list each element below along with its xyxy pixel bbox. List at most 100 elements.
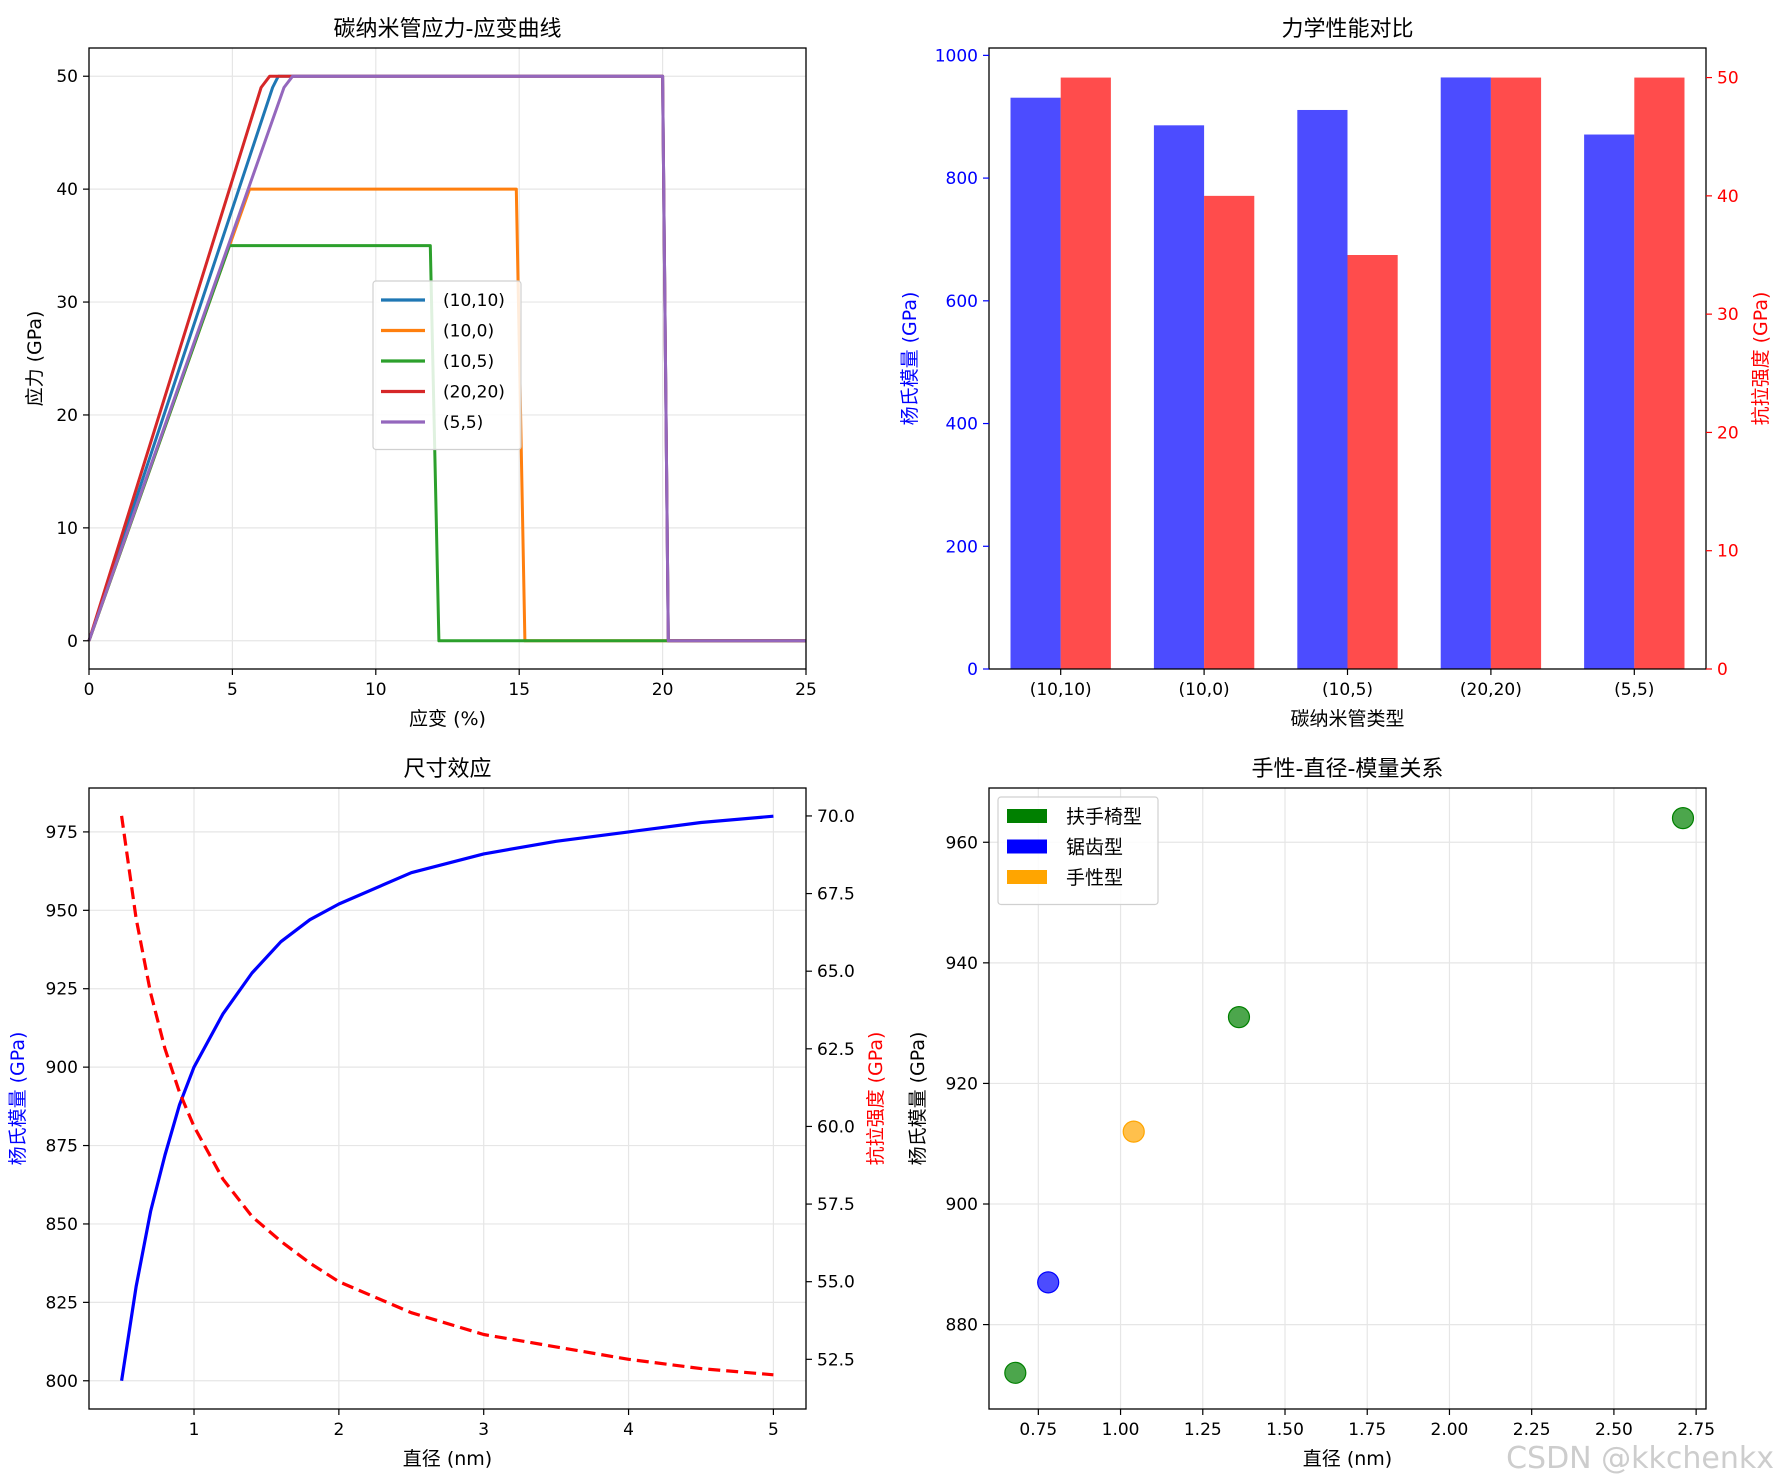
- chart3-yaxis-left-tick-label: 800: [46, 1372, 78, 1392]
- chart3-yaxis-left-tick-label: 975: [46, 823, 78, 843]
- chart1-yaxis-tick-label: 0: [67, 632, 78, 652]
- chart4-xaxis-tick-label: 1.75: [1348, 1420, 1386, 1440]
- chart4-scatter-point-3: [1227, 1006, 1251, 1029]
- chart4-legend-label-2: 手性型: [1066, 867, 1123, 889]
- chart3-yaxis-left-tick-label: 850: [46, 1215, 78, 1235]
- chart1-yaxis-tick-label: 30: [56, 293, 78, 313]
- chart2-yaxis-left-tick-label: 0: [967, 660, 978, 680]
- chart1-yaxis-tick-label: 50: [56, 67, 78, 87]
- chart4-yaxis-tick-label: 960: [946, 833, 978, 853]
- chart2-bar-tensile-strength-1: [1204, 195, 1255, 669]
- chart3-yaxis-left-tick-label: 825: [46, 1293, 78, 1313]
- chart3-yaxis-right-tick-label: 55.0: [817, 1273, 855, 1293]
- chart4-frame: [988, 787, 1707, 1410]
- chart2-yaxis-right-tick-label: 20: [1717, 423, 1739, 443]
- chart3-yaxis-left-tick-label: 875: [46, 1137, 78, 1157]
- chart3-yaxis-right-tick-label: 60.0: [817, 1117, 855, 1137]
- chart4-legend-label-1: 锯齿型: [1066, 837, 1123, 859]
- chart4-ylabel: 杨氏模量 (GPa): [907, 1032, 929, 1166]
- chart2-xaxis-tick-label: (10,0): [1179, 680, 1230, 700]
- chart4-scatter-point-4: [1671, 807, 1695, 830]
- chart2-bar-youngs-modulus-0: [1010, 97, 1061, 670]
- chart3-ylabel-left: 杨氏模量 (GPa): [7, 1032, 29, 1166]
- chart2-bar-youngs-modulus-2: [1297, 109, 1348, 669]
- chart4-xaxis-tick-label: 0.75: [1019, 1420, 1057, 1440]
- chart1-frame: [88, 47, 807, 670]
- chart4-scatter-point-1: [1037, 1271, 1060, 1294]
- chart2-bar-tensile-strength-2: [1347, 255, 1398, 669]
- chart4-xaxis-tick-label: 2.25: [1513, 1420, 1551, 1440]
- chart1-title: 碳纳米管应力-应变曲线: [334, 17, 562, 42]
- chart1-yaxis-tick-label: 10: [56, 519, 78, 539]
- chart2-xaxis-tick-label: (10,10): [1030, 680, 1092, 700]
- chart2-yaxis-right-tick-label: 40: [1717, 187, 1739, 207]
- chart4-xaxis-tick-label: 2.00: [1431, 1420, 1469, 1440]
- chart2-bar-tensile-strength-3: [1490, 77, 1542, 670]
- chart4-xaxis-tick-label: 2.75: [1677, 1420, 1715, 1440]
- chart4-yaxis-tick-label: 880: [946, 1316, 978, 1336]
- chart2-bar-youngs-modulus-3: [1440, 77, 1491, 670]
- chart3-frame: [88, 787, 807, 1410]
- chart2-ylabel-right: 抗拉强度 (GPa): [1750, 292, 1772, 426]
- chart1-series-line-4: [87, 74, 806, 643]
- chart4-legend-label-0: 扶手椅型: [1066, 806, 1142, 828]
- chart4-xaxis-tick-label: 2.50: [1595, 1420, 1633, 1440]
- chart2-yaxis-left-tick-label: 1000: [935, 46, 978, 66]
- chart1-legend-label-2: (10,5): [443, 352, 494, 372]
- chart1-xaxis-tick-label: 10: [365, 680, 387, 700]
- chart4-yaxis-tick-label: 900: [946, 1195, 978, 1215]
- chart1-legend-box: [372, 280, 522, 451]
- chart2-yaxis-right-tick-label: 0: [1717, 660, 1728, 680]
- chart3-xlabel: 直径 (nm): [403, 1448, 492, 1470]
- chart2-xaxis-tick-label: (10,5): [1322, 680, 1373, 700]
- chart3-yaxis-right-tick-label: 52.5: [817, 1350, 855, 1370]
- chart3-xaxis-tick-label: 1: [189, 1420, 200, 1440]
- chart2-ylabel-left: 杨氏模量 (GPa): [899, 292, 921, 426]
- chart2-yaxis-left-tick-label: 200: [946, 537, 978, 557]
- chart3-title: 尺寸效应: [403, 757, 491, 782]
- chart1-yaxis-tick-label: 20: [56, 406, 78, 426]
- chart4-legend-swatch-0: [1007, 809, 1047, 823]
- chart3-xaxis-tick-label: 5: [768, 1420, 779, 1440]
- chart1-legend-label-3: (20,20): [443, 383, 505, 403]
- chart2-xaxis-tick-label: (20,20): [1460, 680, 1522, 700]
- watermark: CSDN @kkchenkx: [1506, 1441, 1774, 1476]
- chart2-bar-youngs-modulus-1: [1153, 125, 1205, 670]
- chart2-bar-tensile-strength-0: [1060, 77, 1111, 670]
- chart2-yaxis-right-tick-label: 50: [1717, 69, 1739, 89]
- chart4-yaxis-tick-label: 920: [946, 1074, 978, 1094]
- chart3-ylabel-right: 抗拉强度 (GPa): [865, 1032, 887, 1166]
- chart1-xlabel: 应变 (%): [409, 708, 486, 730]
- chart4-xaxis-tick-label: 1.25: [1184, 1420, 1222, 1440]
- chart2-title: 力学性能对比: [1281, 17, 1413, 42]
- chart4-legend-swatch-2: [1007, 870, 1047, 884]
- chart3-series-line-1: [120, 815, 774, 1377]
- chart2-yaxis-left-tick-label: 600: [946, 292, 978, 312]
- chart1-xaxis-tick-label: 25: [795, 680, 817, 700]
- chart4-scatter-point-2: [1122, 1120, 1145, 1143]
- chart1-legend-label-1: (10,0): [443, 322, 494, 342]
- chart2-bar-tensile-strength-4: [1634, 77, 1685, 670]
- chart2-yaxis-right-tick-label: 30: [1717, 305, 1739, 325]
- chart1-legend-label-0: (10,10): [443, 291, 505, 311]
- chart3-yaxis-left-tick-label: 900: [46, 1058, 78, 1078]
- chart1-xaxis-tick-label: 5: [227, 680, 238, 700]
- chart4-title: 手性-直径-模量关系: [1252, 757, 1444, 782]
- chart3-xaxis-tick-label: 3: [478, 1420, 489, 1440]
- chart4-xaxis-tick-label: 1.50: [1266, 1420, 1304, 1440]
- chart3-series-line-0: [120, 814, 774, 1382]
- chart2-bar-youngs-modulus-4: [1584, 134, 1635, 670]
- chart3-yaxis-left-tick-label: 950: [46, 901, 78, 921]
- chart4-xaxis-tick-label: 1.00: [1102, 1420, 1140, 1440]
- chart1-xaxis-tick-label: 15: [508, 680, 530, 700]
- chart2-yaxis-left-tick-label: 800: [946, 169, 978, 189]
- chart1-xaxis-tick-label: 20: [652, 680, 674, 700]
- chart1-ylabel: 应力 (GPa): [24, 311, 46, 407]
- chart1-legend-label-4: (5,5): [443, 413, 483, 433]
- chart3-yaxis-right-tick-label: 70.0: [817, 807, 855, 827]
- chart1-xaxis-tick-label: 0: [84, 680, 95, 700]
- chart2-xaxis-tick-label: (5,5): [1614, 680, 1654, 700]
- chart4-xlabel: 直径 (nm): [1303, 1448, 1392, 1470]
- chart3-xaxis-tick-label: 4: [623, 1420, 634, 1440]
